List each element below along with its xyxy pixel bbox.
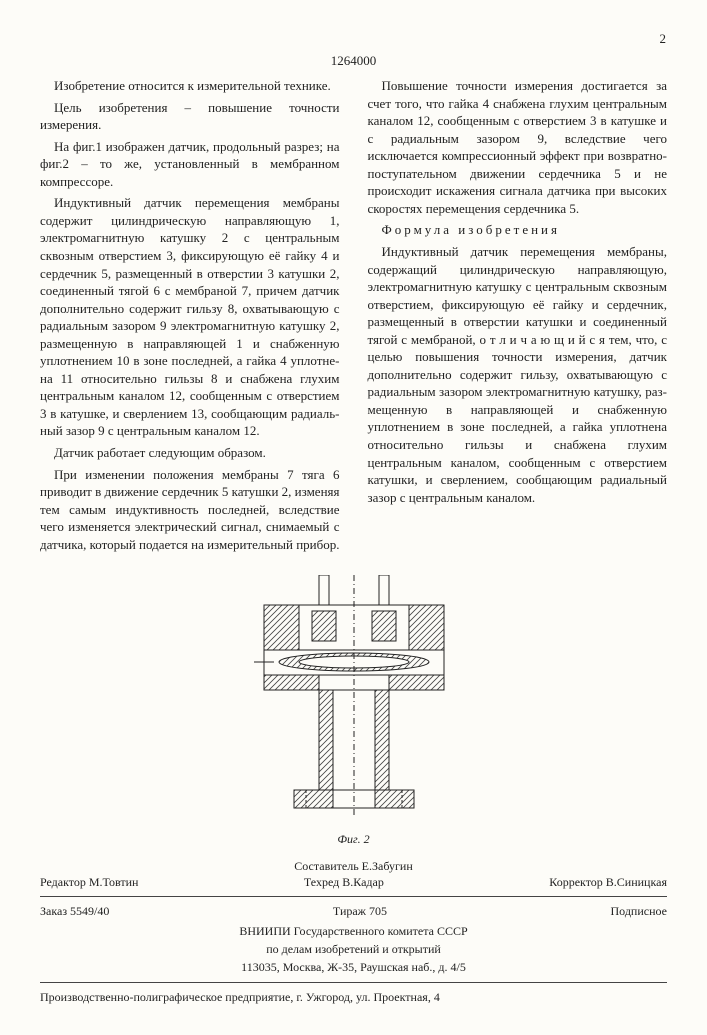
editor: Редактор М.Товтин <box>40 874 138 890</box>
printer-line: Производственно-полиграфическое предприя… <box>40 989 667 1005</box>
figure-label: Фиг. 2 <box>40 831 667 847</box>
org-line-2: по делам изобретений и открытий <box>40 941 667 957</box>
tirazh: Тираж 705 <box>333 903 387 919</box>
body-columns: Изобретение относится к измери­тельной т… <box>40 77 667 557</box>
corrector: Корректор В.Синицкая <box>549 874 667 890</box>
claim-para: Индуктивный датчик перемещения мембраны,… <box>368 243 668 506</box>
para: Повышение точности измерения до­стигаетс… <box>368 77 668 217</box>
org-line-1: ВНИИПИ Государственного комитета СССР <box>40 923 667 939</box>
org-address: 113035, Москва, Ж-35, Раушская наб., д. … <box>40 959 667 975</box>
order-number: Заказ 5549/40 <box>40 903 109 919</box>
page-marker-right: 2 <box>40 30 667 48</box>
credits-block: Составитель Е.Забугин Редактор М.Товтин … <box>40 858 667 890</box>
techred: Техред В.Кадар <box>304 874 384 890</box>
para: Индуктивный датчик перемещения мембраны … <box>40 194 340 440</box>
para: Датчик работает следующим образом. <box>40 444 340 462</box>
para: Цель изобретения – повышение точ­ности и… <box>40 99 340 134</box>
subscription: Подписное <box>611 903 668 919</box>
divider <box>40 982 667 983</box>
footer-org: ВНИИПИ Государственного комитета СССР по… <box>40 923 667 976</box>
order-row: Заказ 5549/40 Тираж 705 Подписное <box>40 903 667 919</box>
document-number: 1264000 <box>40 52 667 70</box>
para: При изменении положения мембраны 7 тяга … <box>40 466 340 554</box>
para: На фиг.1 изображен датчик, про­дольный р… <box>40 138 340 191</box>
claims-heading: Формула изобретения <box>368 221 668 239</box>
figure-2-drawing <box>204 575 504 825</box>
right-column: Повышение точности измерения до­стигаетс… <box>368 77 668 557</box>
para: Изобретение относится к измери­тельной т… <box>40 77 340 95</box>
compiler: Составитель Е.Забугин <box>40 858 667 874</box>
left-column: Изобретение относится к измери­тельной т… <box>40 77 340 557</box>
divider <box>40 896 667 897</box>
